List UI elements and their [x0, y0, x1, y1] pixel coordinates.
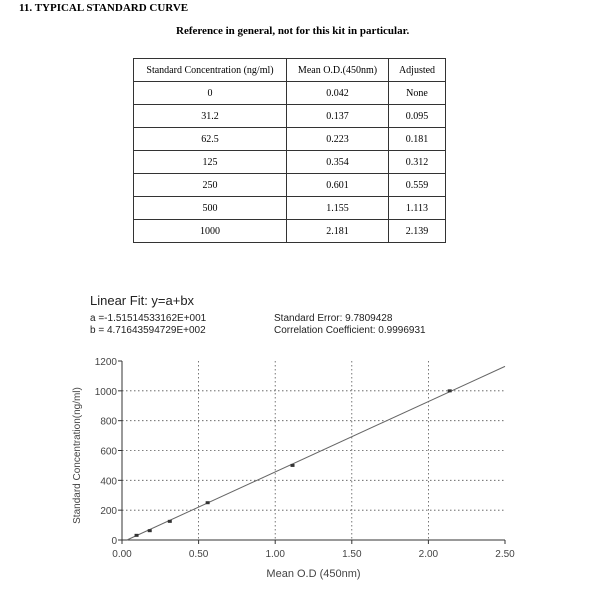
fit-line	[126, 365, 506, 541]
table-cell: 0.312	[388, 150, 446, 174]
x-tick-label: 2.00	[419, 549, 439, 560]
standard-table: Standard Concentration (ng/ml) Mean O.D.(…	[133, 58, 446, 243]
fit-title: Linear Fit: y=a+bx	[90, 293, 195, 308]
data-point	[447, 389, 452, 393]
y-tick-label: 400	[100, 476, 117, 487]
y-tick-label: 600	[100, 447, 117, 458]
table-cell: 62.5	[133, 127, 287, 151]
y-tick-label: 1200	[95, 357, 118, 368]
table-cell: 250	[133, 173, 287, 197]
y-tick-label: 800	[100, 417, 117, 428]
y-tick-label: 1000	[95, 387, 118, 398]
fit-a: a =-1.51514533162E+001	[90, 313, 207, 324]
table-row: 500 1.155 1.113	[133, 196, 446, 220]
subtitle: Reference in general, not for this kit i…	[176, 25, 410, 37]
standard-error: Standard Error: 9.7809428	[274, 313, 393, 324]
x-tick-label: 2.50	[495, 549, 515, 560]
data-point	[167, 519, 172, 523]
table-cell: 2.181	[286, 219, 389, 243]
section-heading: 11. TYPICAL STANDARD CURVE	[19, 2, 189, 14]
data-point	[147, 529, 152, 533]
x-tick-label: 0.50	[189, 549, 209, 560]
table-cell: 2.139	[388, 219, 446, 243]
y-tick-label: 0	[111, 536, 117, 547]
table-cell: None	[388, 81, 446, 105]
table-cell: 1000	[133, 219, 287, 243]
y-tick-label: 200	[100, 506, 117, 517]
x-tick-label: 1.50	[342, 549, 362, 560]
table-cell: 1.155	[286, 196, 389, 220]
table-cell: 0.137	[286, 104, 389, 128]
fit-b: b = 4.71643594729E+002	[90, 325, 206, 336]
table-row: 31.2 0.137 0.095	[133, 104, 446, 128]
data-point	[205, 501, 210, 505]
y-axis-label: Standard Concentration(ng/ml)	[72, 387, 83, 524]
x-tick-label: 1.00	[265, 549, 285, 560]
data-point	[134, 533, 139, 537]
data-point	[290, 463, 295, 467]
table-cell: 0.601	[286, 173, 389, 197]
x-tick-label: 0.00	[112, 549, 132, 560]
table-row: 62.5 0.223 0.181	[133, 127, 446, 151]
column-header: Mean O.D.(450nm)	[286, 58, 389, 82]
x-axis-label: Mean O.D (450nm)	[266, 568, 360, 580]
table-cell: 0.095	[388, 104, 446, 128]
table-row: 1000 2.181 2.139	[133, 219, 446, 243]
correlation-coefficient: Correlation Coefficient: 0.9996931	[274, 325, 426, 336]
